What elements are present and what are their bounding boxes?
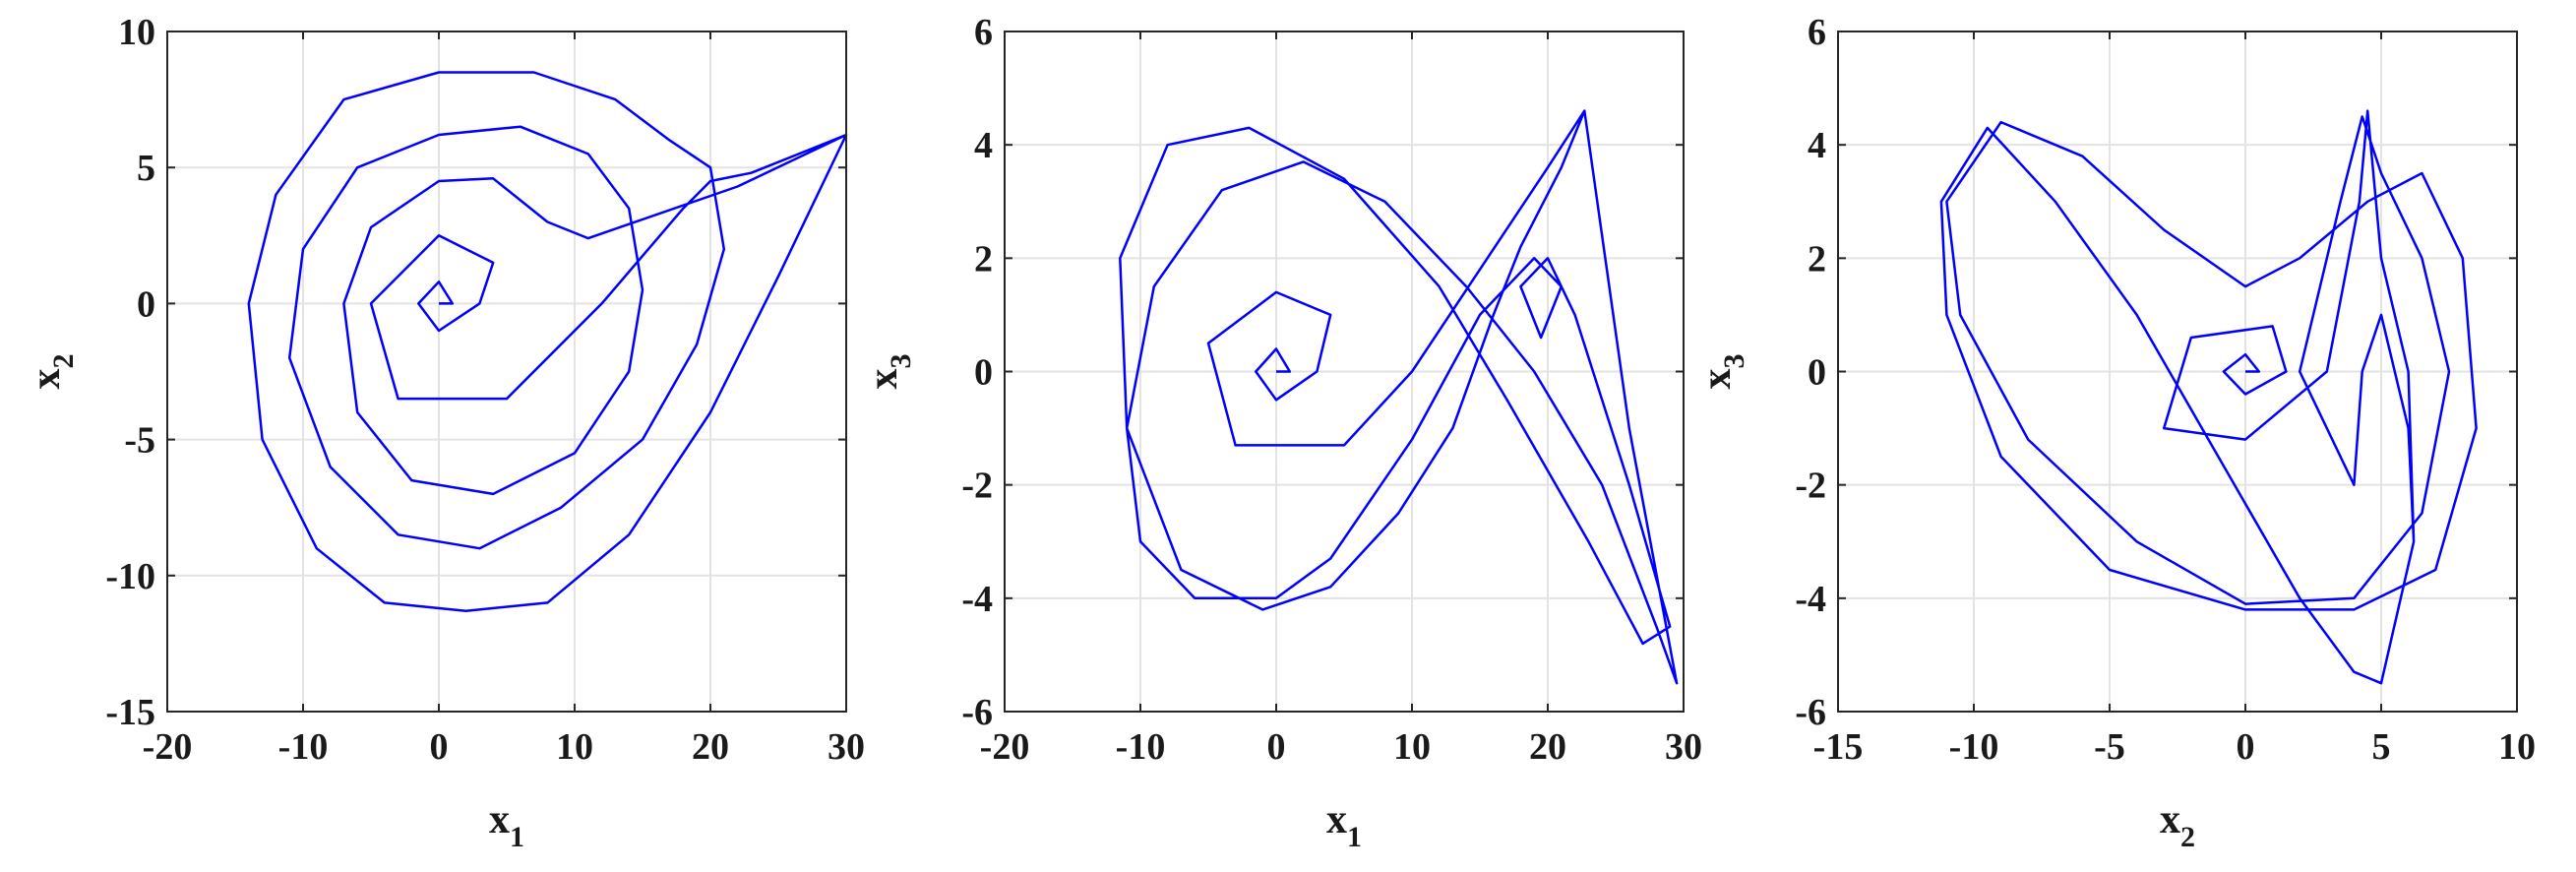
y-axis-label: x3 xyxy=(861,354,917,390)
series-line-1 xyxy=(247,71,848,612)
x-tick-label: 10 xyxy=(556,726,593,768)
y-axis-label-subscript: 3 xyxy=(885,354,917,369)
y-tick-label: 5 xyxy=(137,148,155,189)
x-tick-label: 30 xyxy=(828,726,865,768)
x-tick-label: 0 xyxy=(430,726,449,768)
y-tick-label: 0 xyxy=(974,352,993,394)
x-axis-label: x2 xyxy=(2160,797,2195,853)
x-tick-label: -10 xyxy=(1116,726,1166,768)
x-tick-label: -5 xyxy=(2094,726,2125,768)
y-axis-label: x2 xyxy=(24,354,80,390)
x-tick-label: 0 xyxy=(1267,726,1286,768)
y-axis-label-subscript: 2 xyxy=(47,354,80,369)
x-axis-label-base: x xyxy=(1326,797,1347,842)
series-line-1 xyxy=(1119,109,1679,685)
y-axis-label-base: x xyxy=(861,369,906,390)
y-tick-label: -5 xyxy=(124,420,155,462)
x-tick-label: 5 xyxy=(2372,726,2391,768)
y-axis-label-subscript: 3 xyxy=(1718,354,1750,369)
y-tick-label: -10 xyxy=(105,556,155,597)
x-tick-label: -15 xyxy=(1813,726,1864,768)
y-tick-label: 2 xyxy=(974,238,993,280)
y-tick-label: 10 xyxy=(118,12,155,53)
x-axis-label-base: x xyxy=(2160,797,2180,842)
y-tick-label: -15 xyxy=(105,692,155,733)
y-axis-label-base: x xyxy=(1694,369,1740,390)
y-tick-label: 4 xyxy=(974,125,993,166)
y-tick-label: -6 xyxy=(961,692,993,733)
x-axis-label: x1 xyxy=(1326,797,1362,853)
x-tick-label: -10 xyxy=(1949,726,1999,768)
x-tick-label: 30 xyxy=(1665,726,1702,768)
y-tick-label: 4 xyxy=(1808,125,1826,166)
x-axis-label-subscript: 1 xyxy=(510,821,524,853)
x-tick-label: -20 xyxy=(980,726,1030,768)
series-line-1 xyxy=(1939,109,2478,685)
y-axis-label-base: x xyxy=(24,369,69,390)
x-tick-label: 10 xyxy=(2498,726,2536,768)
y-tick-label: -4 xyxy=(1795,579,1826,620)
y-tick-label: 6 xyxy=(974,12,993,53)
plot-area xyxy=(167,31,846,712)
x-tick-label: 20 xyxy=(1529,726,1566,768)
x-axis-label-subscript: 2 xyxy=(2180,821,2195,853)
axes-box xyxy=(166,31,847,713)
y-tick-label: -2 xyxy=(961,466,993,507)
y-tick-label: 6 xyxy=(1808,12,1826,53)
y-tick-label: -2 xyxy=(1795,466,1826,507)
x-tick-label: -20 xyxy=(143,726,193,768)
x-tick-label: 20 xyxy=(692,726,729,768)
x-axis-label-subscript: 1 xyxy=(1347,821,1362,853)
x-tick-label: 10 xyxy=(1393,726,1431,768)
x-tick-label: 0 xyxy=(2237,726,2255,768)
x-axis-label-base: x xyxy=(489,797,510,842)
y-tick-label: 2 xyxy=(1808,238,1826,280)
y-tick-label: -4 xyxy=(961,579,993,620)
y-tick-label: 0 xyxy=(137,283,155,325)
y-tick-label: 0 xyxy=(1808,352,1826,394)
y-axis-label: x3 xyxy=(1694,354,1750,390)
x-tick-label: -10 xyxy=(278,726,329,768)
y-tick-label: -6 xyxy=(1795,692,1826,733)
x-axis-label: x1 xyxy=(489,797,524,853)
